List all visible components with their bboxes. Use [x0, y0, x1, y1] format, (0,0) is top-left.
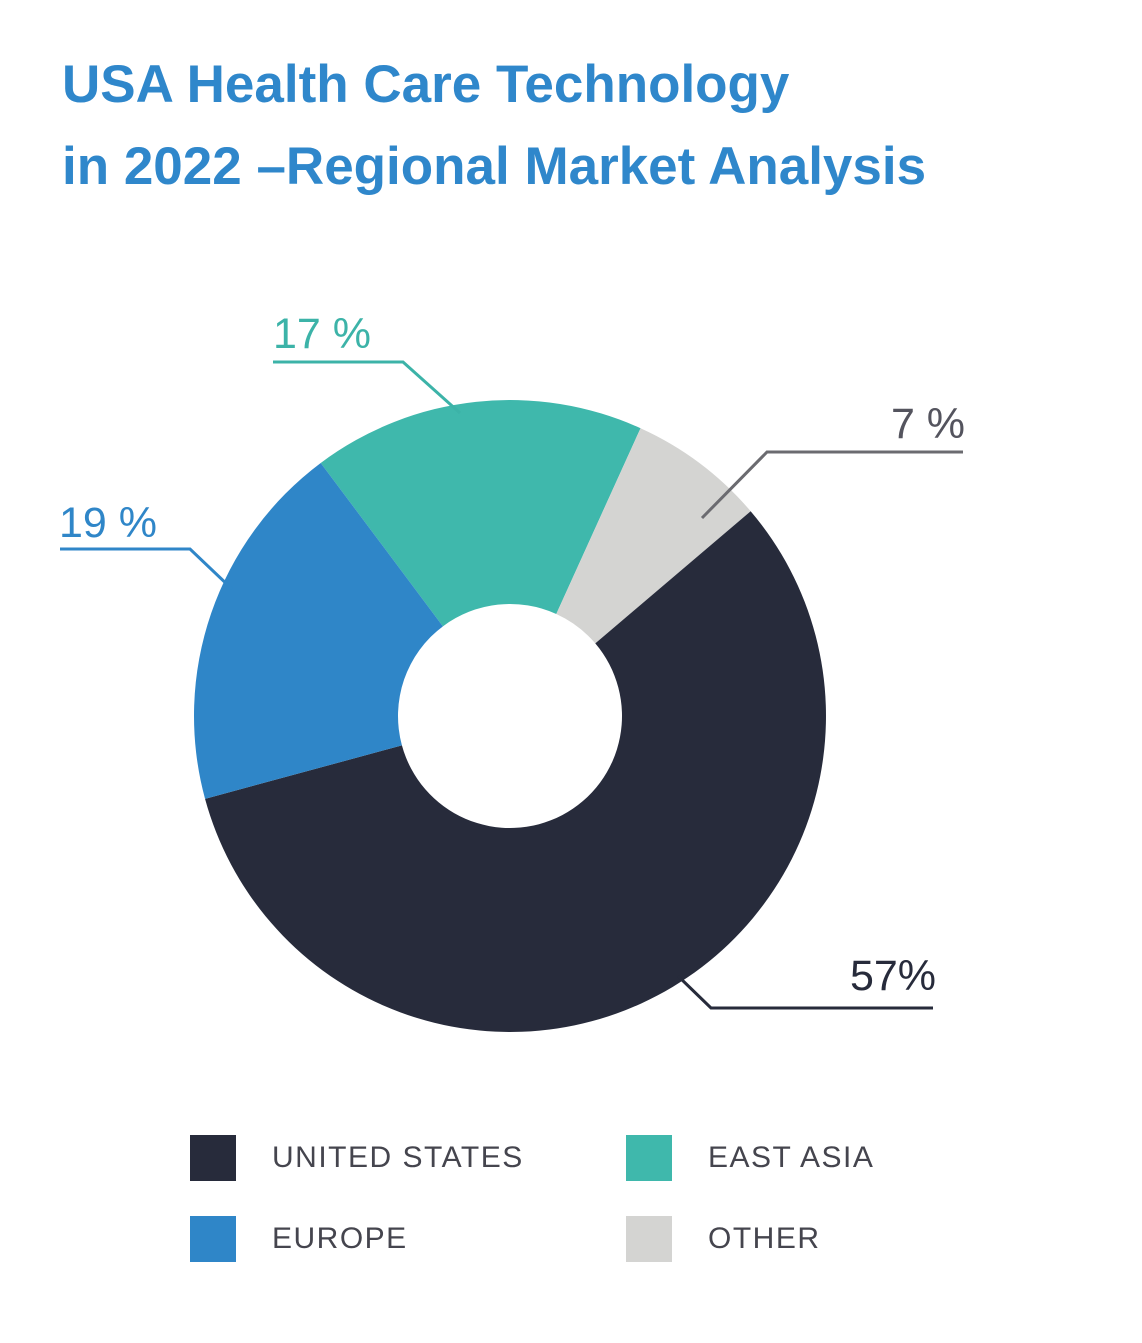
donut-segment-europe — [193, 462, 443, 799]
legend-item-europe: EUROPE — [190, 1216, 408, 1262]
donut-segment-other — [556, 428, 751, 644]
callout-label-united-states: 57% — [850, 952, 936, 1000]
legend-item-united-states: UNITED STATES — [190, 1135, 524, 1181]
legend-item-other: OTHER — [626, 1216, 821, 1262]
callout-line-east-asia — [273, 360, 462, 415]
legend-swatch-united-states — [190, 1135, 236, 1181]
callout-label-europe: 19 % — [59, 499, 157, 547]
callout-label-other: 7 % — [891, 400, 965, 448]
legend-label-other: OTHER — [708, 1222, 821, 1255]
title-line-1: USA Health Care Technology — [62, 55, 790, 114]
callout-label-east-asia: 17 % — [273, 310, 371, 358]
donut-segments — [193, 399, 826, 1032]
donut-segment-united-states — [205, 511, 826, 1032]
legend-label-united-states: UNITED STATES — [272, 1141, 524, 1174]
legend-label-europe: EUROPE — [272, 1222, 408, 1255]
callout-lines — [60, 360, 963, 1010]
title-line-2: in 2022 –Regional Market Analysis — [62, 137, 927, 196]
page-title: USA Health Care Technology in 2022 –Regi… — [62, 44, 926, 208]
legend-swatch-other — [626, 1216, 672, 1262]
legend-label-east-asia: EAST ASIA — [708, 1141, 875, 1174]
donut-segment-east-asia — [320, 399, 641, 627]
callout-line-europe — [60, 547, 234, 591]
callout-line-other — [700, 450, 963, 520]
legend-swatch-europe — [190, 1216, 236, 1262]
legend-item-east-asia: EAST ASIA — [626, 1135, 874, 1181]
callout-line-united-states — [676, 974, 933, 1010]
legend-swatch-east-asia — [626, 1135, 672, 1181]
